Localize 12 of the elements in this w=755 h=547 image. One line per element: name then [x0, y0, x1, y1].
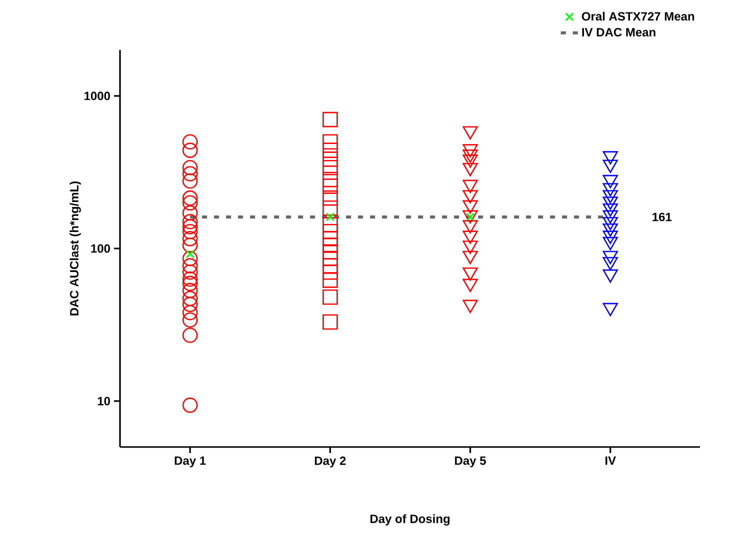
x-tick-label: Day 2 — [314, 456, 346, 468]
x-axis-title: Day of Dosing — [370, 514, 450, 526]
legend-label: IV DAC Mean — [582, 28, 656, 36]
y-tick-label: 1000 — [84, 92, 110, 100]
x-tick-label: Day 1 — [174, 456, 206, 468]
y-axis-title: DAC AUClast (h*ng/mL) — [70, 181, 81, 316]
y-tick-label: 10 — [98, 396, 110, 406]
x-tick-label: Day 5 — [455, 456, 486, 468]
legend-label: Oral ASTX727 Mean — [582, 12, 694, 21]
y-tick-label: 100 — [91, 244, 110, 253]
x-tick-label: IV — [605, 456, 616, 465]
annotation: 161 — [652, 212, 672, 222]
